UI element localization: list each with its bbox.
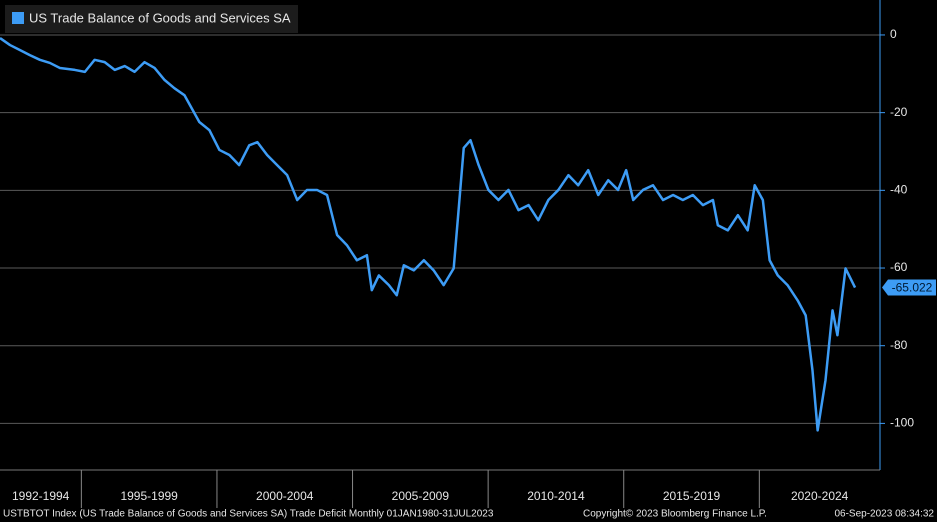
x-period-label: 2000-2004: [256, 489, 314, 503]
y-tick-label: -60: [890, 260, 908, 274]
y-tick-label: -100: [890, 416, 914, 430]
footer-copyright: Copyright© 2023 Bloomberg Finance L.P.: [583, 509, 767, 520]
y-tick-label: -40: [890, 183, 908, 197]
last-value-label: -65.022: [892, 281, 933, 295]
x-period-label: 2020-2024: [791, 489, 849, 503]
footer-source: USTBTOT Index (US Trade Balance of Goods…: [3, 509, 494, 520]
legend-label: US Trade Balance of Goods and Services S…: [29, 10, 291, 25]
footer-timestamp: 06-Sep-2023 08:34:32: [834, 509, 934, 520]
x-period-label: 1995-1999: [120, 489, 178, 503]
x-period-label: 2010-2014: [527, 489, 585, 503]
data-line: [0, 37, 857, 432]
y-tick-label: 0: [890, 27, 897, 41]
x-period-label: 2015-2019: [663, 489, 721, 503]
y-tick-label: -80: [890, 338, 908, 352]
plot: [0, 37, 857, 432]
x-period-label: 2005-2009: [392, 489, 450, 503]
last-value-tag: [882, 279, 936, 296]
x-period-label: 1992-1994: [12, 489, 70, 503]
grid: [0, 34, 880, 424]
y-tick-label: -20: [890, 105, 908, 119]
legend-swatch: [12, 12, 24, 24]
legend-box: [5, 5, 298, 33]
